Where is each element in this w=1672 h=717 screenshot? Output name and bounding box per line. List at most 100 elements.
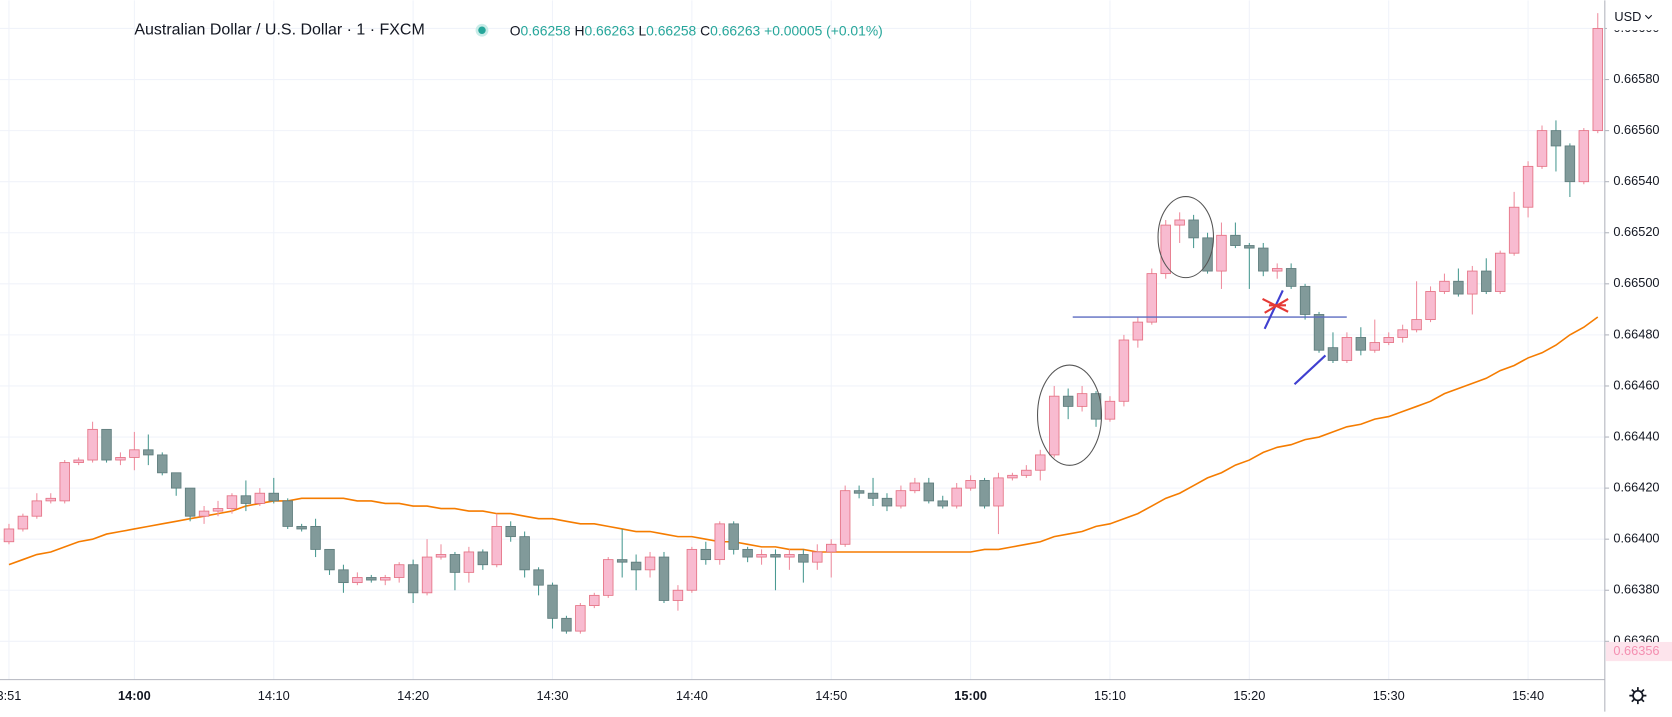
candle-body	[3, 528, 15, 543]
y-tick-label: 0.66460	[1613, 377, 1659, 392]
candle-body	[1508, 206, 1520, 254]
chart-title: Australian Dollar / U.S. Dollar · 1 · FX…	[134, 21, 424, 38]
candle-body	[533, 569, 544, 586]
candle-body	[505, 525, 516, 538]
gear-teeth[interactable]	[1629, 687, 1647, 705]
candle-body	[1230, 234, 1241, 246]
candle-body	[1592, 28, 1603, 132]
candle-body	[1439, 280, 1450, 292]
ellipse-drawing	[1157, 196, 1215, 279]
candle-body	[1132, 321, 1144, 341]
candle-body	[630, 561, 642, 571]
candle-body	[1258, 247, 1269, 272]
currency-label[interactable]: USD	[1614, 9, 1641, 24]
candle-body	[1550, 130, 1562, 147]
candle-body	[1188, 219, 1199, 239]
candle-body	[477, 551, 489, 566]
candle-body	[1007, 474, 1018, 479]
candle-body	[867, 492, 879, 499]
candle-body	[784, 554, 795, 558]
candle-body	[561, 617, 572, 632]
marks	[3, 13, 1603, 634]
x-tick-label: 14:30	[537, 688, 569, 703]
candle-body	[1285, 268, 1297, 287]
candle-body	[756, 554, 767, 558]
y-tick-label: 0.66500	[1613, 275, 1659, 290]
candle-body	[45, 497, 56, 502]
candle-body	[254, 492, 266, 504]
candle-body	[1035, 454, 1046, 471]
gear-icon[interactable]	[1632, 689, 1644, 702]
trend-line-drawing	[1293, 354, 1327, 386]
ohlc-legend: O0.66258 H0.66263 L0.66258 C0.66263 +0.0…	[510, 22, 883, 38]
trend-line-drawing	[1263, 289, 1284, 330]
chevron[interactable]	[1644, 14, 1653, 20]
candle-body	[170, 472, 182, 489]
legend-value: 0.66263	[710, 22, 760, 38]
x-tick-label: 15:30	[1373, 688, 1405, 703]
candle-body	[1467, 270, 1478, 295]
candle-body	[184, 487, 196, 517]
candle-body	[129, 449, 140, 458]
x-tick-label: 14:00	[118, 688, 151, 703]
y-tick-label: 0.66420	[1613, 479, 1659, 494]
candle-body	[463, 551, 475, 573]
candle-body	[1021, 469, 1032, 476]
candle-body	[1313, 314, 1325, 351]
candle-body	[198, 510, 210, 517]
ellipse-drawing	[1037, 364, 1103, 466]
candle-body	[157, 454, 168, 474]
x-tick-label: 15:00	[954, 688, 987, 703]
x-tick-label: 14:40	[676, 688, 708, 703]
candle-body	[73, 459, 84, 464]
currency-button-bg[interactable]	[1606, 4, 1669, 31]
candle-body	[491, 525, 502, 566]
candle-body	[1271, 268, 1283, 272]
y-tick-label: 0.66520	[1613, 224, 1659, 239]
candle-body	[700, 548, 712, 561]
candle-body	[812, 551, 823, 563]
legend-value: 0.66258	[520, 22, 570, 38]
candle-body	[101, 428, 112, 461]
candle-body	[798, 554, 809, 563]
candle-body	[547, 584, 558, 619]
candle-body	[895, 490, 907, 507]
currency-button[interactable]: USD	[1606, 4, 1669, 31]
candle-body	[979, 480, 990, 507]
candle-body	[310, 525, 321, 550]
candle-body	[993, 477, 1004, 507]
x-tick-label: 3:51	[0, 688, 21, 703]
candle-body	[407, 564, 419, 594]
settings-button[interactable]	[1629, 687, 1647, 705]
candle-body	[909, 482, 921, 492]
legend-value: 0.66258	[646, 22, 696, 38]
moving-average-line	[8, 316, 1599, 566]
candle-body	[1453, 280, 1464, 295]
x-tick-label: 14:50	[815, 688, 847, 703]
candle-body	[826, 543, 837, 553]
y-tick-label: 0.66480	[1613, 326, 1659, 341]
candle-body	[1174, 219, 1185, 226]
candle-body	[686, 548, 698, 591]
candle-body	[1216, 234, 1227, 272]
candle-body	[1369, 342, 1380, 351]
x-tick-label: 14:10	[258, 688, 290, 703]
candle-body	[770, 554, 781, 558]
candle-body	[742, 548, 753, 558]
candle-body	[1481, 270, 1492, 292]
candle-body	[951, 487, 962, 507]
candle-body	[839, 490, 851, 545]
candle-body	[1202, 237, 1213, 272]
candle-body	[714, 523, 725, 561]
legend-value: 0.66263	[584, 22, 634, 38]
candle-body	[1118, 339, 1130, 402]
candle-body	[449, 554, 461, 573]
candle-body	[143, 449, 154, 456]
candle-body	[1494, 252, 1506, 292]
y-tick-label: 0.66440	[1613, 428, 1659, 443]
x-tick-label: 14:20	[397, 688, 429, 703]
candle-body	[380, 577, 391, 581]
candle-body	[1299, 285, 1311, 315]
price-label: 0.66356	[1613, 643, 1659, 658]
candle-body	[589, 594, 600, 607]
